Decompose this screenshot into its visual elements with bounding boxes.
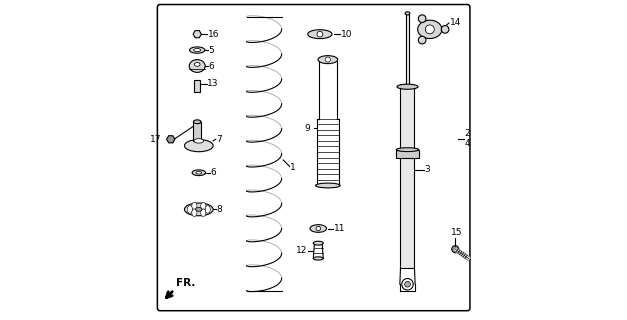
Bar (401, 87, 414, 268)
Text: 7: 7 (216, 135, 222, 144)
Text: 17: 17 (150, 135, 162, 144)
Ellipse shape (201, 209, 206, 217)
Ellipse shape (193, 120, 201, 124)
Text: 4: 4 (464, 139, 470, 148)
Circle shape (441, 26, 449, 33)
Circle shape (418, 36, 426, 44)
Bar (396, 150, 419, 158)
Text: 11: 11 (334, 224, 345, 233)
Ellipse shape (310, 225, 327, 232)
Text: 6: 6 (211, 168, 216, 177)
Text: 16: 16 (208, 30, 219, 39)
Ellipse shape (189, 47, 205, 53)
Bar (193, 122, 201, 141)
Ellipse shape (396, 148, 419, 152)
Circle shape (404, 281, 410, 287)
Circle shape (452, 246, 459, 253)
Ellipse shape (308, 30, 332, 39)
Ellipse shape (194, 62, 200, 66)
Ellipse shape (189, 60, 205, 72)
Ellipse shape (314, 241, 324, 245)
Ellipse shape (405, 12, 410, 15)
Ellipse shape (397, 84, 418, 89)
Ellipse shape (187, 205, 192, 213)
Ellipse shape (192, 170, 206, 176)
Circle shape (316, 226, 320, 231)
Bar (406, 13, 409, 96)
Ellipse shape (192, 202, 197, 210)
Ellipse shape (192, 209, 197, 217)
Circle shape (317, 31, 323, 37)
Ellipse shape (318, 56, 338, 64)
Text: 3: 3 (424, 165, 431, 174)
Bar (194, 80, 200, 92)
Text: 13: 13 (208, 79, 219, 88)
Ellipse shape (314, 257, 324, 260)
Text: 10: 10 (340, 30, 352, 39)
Text: 8: 8 (216, 205, 222, 214)
Ellipse shape (196, 207, 202, 211)
Text: 12: 12 (295, 246, 307, 255)
Text: 2: 2 (464, 129, 470, 138)
Text: 6: 6 (209, 61, 214, 70)
Text: 14: 14 (450, 19, 461, 28)
Ellipse shape (184, 203, 213, 216)
Ellipse shape (194, 49, 201, 52)
Ellipse shape (201, 202, 206, 210)
Text: 1: 1 (290, 163, 296, 172)
Text: 9: 9 (304, 124, 310, 132)
Circle shape (325, 57, 330, 62)
Ellipse shape (196, 172, 202, 174)
Ellipse shape (418, 20, 442, 38)
Text: 5: 5 (209, 45, 214, 55)
Ellipse shape (315, 183, 340, 188)
Ellipse shape (194, 139, 204, 143)
Circle shape (425, 25, 435, 34)
Circle shape (402, 278, 413, 290)
Ellipse shape (184, 140, 213, 152)
Text: FR.: FR. (176, 278, 196, 288)
Circle shape (418, 15, 426, 22)
Ellipse shape (205, 205, 210, 213)
Text: 15: 15 (451, 228, 463, 237)
